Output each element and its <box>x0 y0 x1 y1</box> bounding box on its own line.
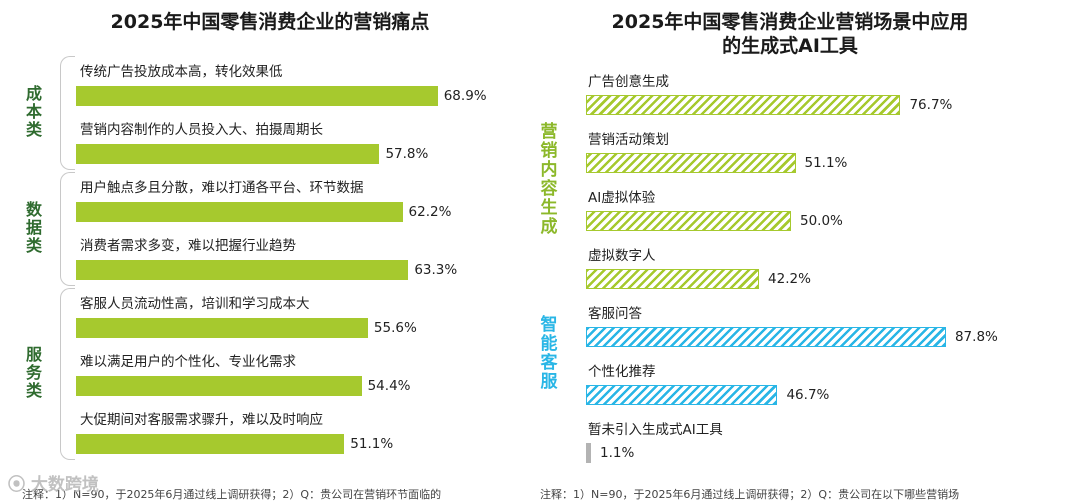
category-label: 广告创意生成 <box>588 74 669 90</box>
value-label: 54.4% <box>367 378 411 394</box>
group-label-char: 类 <box>25 120 42 139</box>
category-label: 消费者需求多变，难以把握行业趋势 <box>80 238 296 254</box>
category-label: 个性化推荐 <box>588 364 656 380</box>
group-label: 营销内容生成 <box>538 121 560 237</box>
value-label: 46.7% <box>786 387 830 403</box>
bar <box>76 260 409 280</box>
bar <box>76 144 380 164</box>
group-label-char: 客 <box>540 352 558 373</box>
bar <box>586 211 791 231</box>
group-label-char: 智 <box>540 314 558 335</box>
value-label: 68.9% <box>443 88 487 104</box>
category-label: 大促期间对客服需求骤升，难以及时响应 <box>80 412 323 428</box>
value-label: 57.8% <box>385 146 429 162</box>
value-label: 63.3% <box>414 262 458 278</box>
group-label: 智能客服 <box>538 314 560 392</box>
bar <box>586 385 778 405</box>
bar <box>586 153 796 173</box>
group-label-char: 营 <box>540 121 558 142</box>
value-label: 50.0% <box>800 213 843 229</box>
value-label: 62.2% <box>408 204 452 220</box>
left-chart-title: 2025年中国零售消费企业的营销痛点 <box>110 11 430 33</box>
category-label: 虚拟数字人 <box>588 248 656 264</box>
group-label-char: 成 <box>25 84 42 103</box>
group-label-char: 成 <box>540 216 558 237</box>
group-brace <box>60 288 75 460</box>
group-brace <box>60 56 75 170</box>
category-label: 客服问答 <box>588 306 642 322</box>
bar <box>76 376 362 396</box>
value-label: 87.8% <box>954 329 998 345</box>
watermark-text: 大数跨境 <box>30 475 99 495</box>
group-label: 服务类 <box>24 346 44 400</box>
group-label-char: 能 <box>540 333 558 354</box>
category-label: 暂未引入生成式AI工具 <box>588 422 723 438</box>
group-label-char: 服 <box>540 371 558 392</box>
value-label: 42.2% <box>768 271 811 287</box>
group-label-char: 务 <box>25 363 42 382</box>
right-title-line-2: 的生成式AI工具 <box>722 35 858 57</box>
group-label-char: 类 <box>25 381 42 400</box>
watermark-logo: ⦿⃝ 大数跨境 <box>8 475 99 495</box>
bar <box>76 86 438 106</box>
group-label-char: 服 <box>25 345 42 364</box>
group-label-char: 容 <box>540 178 558 199</box>
value-label: 55.6% <box>373 320 417 336</box>
value-label: 51.1% <box>804 155 848 171</box>
bar <box>76 202 403 222</box>
group-label-char: 生 <box>540 197 558 218</box>
bar <box>76 318 368 338</box>
right-title-line-1: 2025年中国零售消费企业营销场景中应用 <box>611 11 969 33</box>
group-label: 数据类 <box>24 201 44 255</box>
category-label: 营销内容制作的人员投入大、拍摄周期长 <box>80 122 323 138</box>
category-label: AI虚拟体验 <box>588 190 656 206</box>
value-label: 51.1% <box>350 436 394 452</box>
category-label: 传统广告投放成本高，转化效果低 <box>80 64 283 80</box>
bar <box>586 327 946 347</box>
group-label: 成本类 <box>24 85 44 139</box>
group-label-char: 内 <box>540 159 558 180</box>
group-label-char: 数 <box>25 200 42 219</box>
note-left: 注释：1）N=90，于2025年6月通过线上调研获得；2）Q：贵公司在营销环节面… <box>22 488 442 501</box>
bar <box>586 95 901 115</box>
bar <box>586 269 760 289</box>
group-label-char: 本 <box>25 102 42 121</box>
category-label: 客服人员流动性高，培训和学习成本大 <box>80 296 310 312</box>
group-label-char: 据 <box>25 218 42 237</box>
right-chart-title: 2025年中国零售消费企业营销场景中应用 的生成式AI工具 <box>560 10 1020 58</box>
note-right: 注释：1）N=90，于2025年6月通过线上调研获得；2）Q：贵公司在以下哪些营… <box>540 488 960 501</box>
bar <box>76 434 345 454</box>
category-label: 难以满足用户的个性化、专业化需求 <box>80 354 296 370</box>
category-label: 营销活动策划 <box>588 132 669 148</box>
group-brace <box>60 172 75 286</box>
group-label-char: 类 <box>25 236 42 255</box>
category-label: 用户触点多且分散，难以打通各平台、环节数据 <box>80 180 364 196</box>
bar <box>586 443 591 463</box>
value-label: 76.7% <box>909 97 953 113</box>
value-label: 1.1% <box>600 445 635 461</box>
group-label-char: 销 <box>540 140 558 161</box>
